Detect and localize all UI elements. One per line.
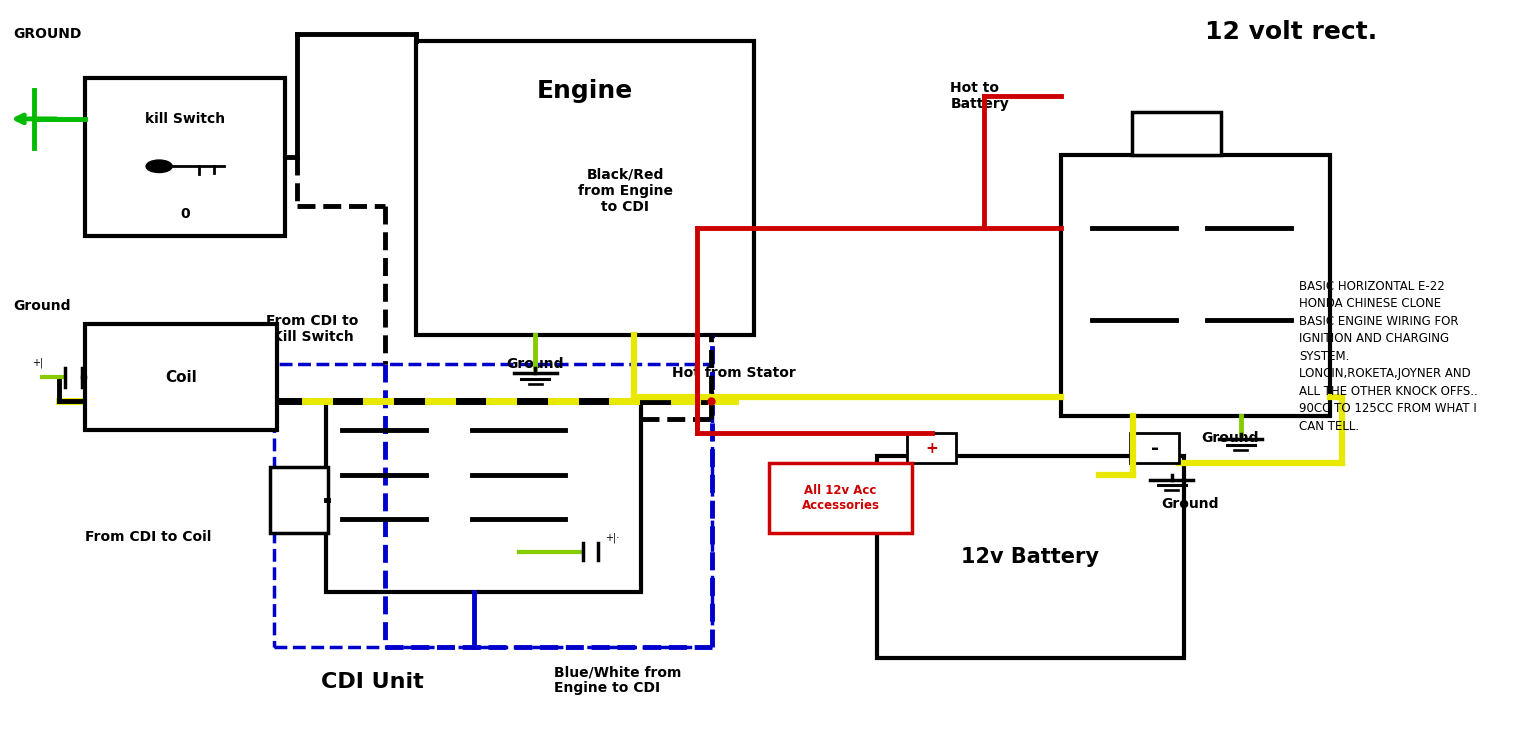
Text: Ground: Ground <box>506 357 564 372</box>
Bar <box>1132 113 1221 155</box>
Text: kill Switch: kill Switch <box>145 112 225 126</box>
Text: GROUND: GROUND <box>12 26 82 40</box>
Circle shape <box>146 160 172 172</box>
Text: +|·: +|· <box>604 532 618 543</box>
Text: From CDI to Coil: From CDI to Coil <box>85 530 212 544</box>
Bar <box>326 401 641 592</box>
Text: 12v Battery: 12v Battery <box>961 547 1100 567</box>
Bar <box>1130 433 1180 464</box>
Text: From CDI to
Kill Switch: From CDI to Kill Switch <box>266 314 358 344</box>
Text: Ground: Ground <box>1161 497 1218 511</box>
Text: 0: 0 <box>180 207 189 221</box>
Bar <box>907 433 957 464</box>
Text: +: + <box>926 441 938 456</box>
Text: -: - <box>1150 439 1158 458</box>
Text: Coil: Coil <box>166 369 197 385</box>
Bar <box>877 456 1184 658</box>
Text: +|: +| <box>32 358 43 368</box>
Text: Ground: Ground <box>1201 431 1258 445</box>
Bar <box>269 467 328 534</box>
Bar <box>1061 155 1330 416</box>
Text: Black/Red
from Engine
to CDI: Black/Red from Engine to CDI <box>578 168 672 214</box>
Text: 12 volt rect.: 12 volt rect. <box>1206 20 1378 43</box>
Bar <box>769 464 912 534</box>
Text: CDI Unit: CDI Unit <box>321 673 424 693</box>
Bar <box>85 324 277 431</box>
Text: Engine: Engine <box>537 79 632 103</box>
Text: BASIC HORIZONTAL E-22
HONDA CHINESE CLONE
BASIC ENGINE WIRING FOR
IGNITION AND C: BASIC HORIZONTAL E-22 HONDA CHINESE CLON… <box>1300 280 1478 433</box>
Bar <box>85 78 285 236</box>
Text: Hot from Stator: Hot from Stator <box>672 366 795 380</box>
Bar <box>415 41 754 335</box>
Text: Ground: Ground <box>12 299 71 313</box>
Bar <box>274 364 712 647</box>
Text: Hot to
Battery: Hot to Battery <box>950 81 1009 111</box>
Text: Blue/White from
Engine to CDI: Blue/White from Engine to CDI <box>554 665 681 696</box>
Text: All 12v Acc
Accessories: All 12v Acc Accessories <box>801 484 880 512</box>
